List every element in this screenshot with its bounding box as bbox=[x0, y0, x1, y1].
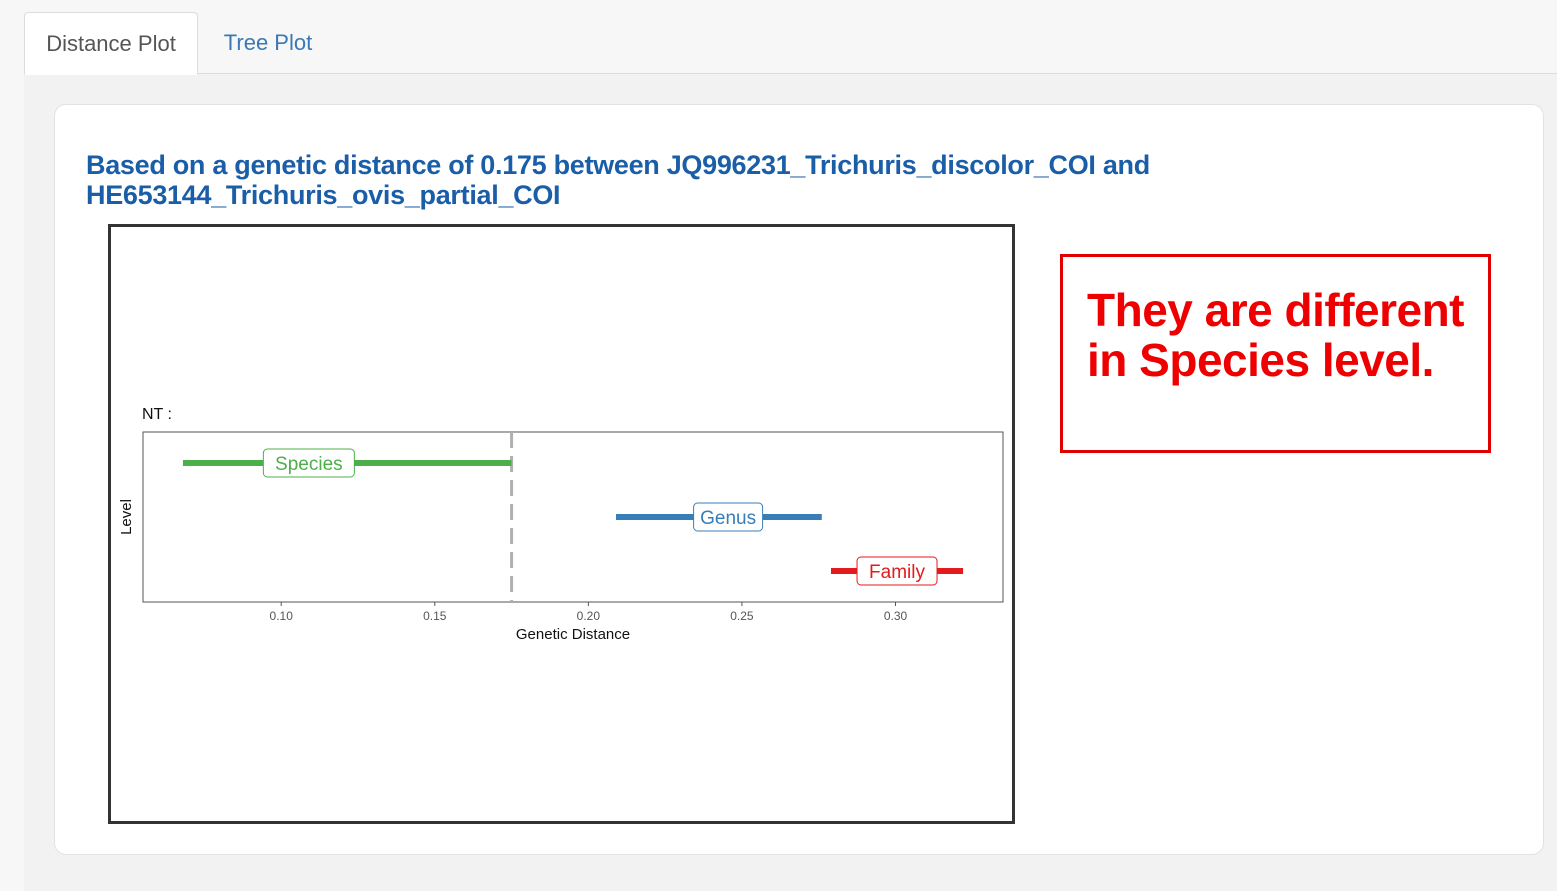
species-label-box bbox=[262, 448, 355, 478]
family-label-box bbox=[856, 556, 938, 586]
x-axis-label: Genetic Distance bbox=[516, 626, 630, 643]
distance-heading: Based on a genetic distance of 0.175 bet… bbox=[86, 150, 1150, 210]
x-tick-label: 0.25 bbox=[730, 609, 754, 623]
panel-label: NT : bbox=[142, 406, 172, 423]
distance-plot: NT : 0.10 0.15 0.20 0.25 0.30 Genetic Distance… bbox=[108, 224, 1015, 824]
plot-panel-border bbox=[142, 431, 1004, 603]
distance-chart: NT : 0.10 0.15 0.20 0.25 0.30 Genetic Distance… bbox=[118, 406, 1004, 643]
verdict-box: They are different in Species level. bbox=[1060, 254, 1491, 453]
x-tick-label: 0.20 bbox=[577, 609, 601, 623]
tab-distance-plot[interactable]: Distance Plot bbox=[24, 12, 198, 75]
species-label: Species bbox=[275, 454, 343, 475]
genus-label: Genus bbox=[700, 508, 756, 529]
y-axis-label: Level bbox=[118, 499, 135, 535]
x-tick-label: 0.15 bbox=[423, 609, 447, 623]
x-tick-label: 0.10 bbox=[270, 609, 294, 623]
tab-tree-plot[interactable]: Tree Plot bbox=[223, 30, 313, 55]
x-tick-label: 0.30 bbox=[884, 609, 908, 623]
family-label: Family bbox=[869, 562, 925, 583]
verdict-text: They are different in Species level. bbox=[1087, 284, 1465, 386]
genus-label-box bbox=[693, 502, 764, 532]
tab-bar: Distance Plot Tree Plot bbox=[24, 0, 1557, 75]
